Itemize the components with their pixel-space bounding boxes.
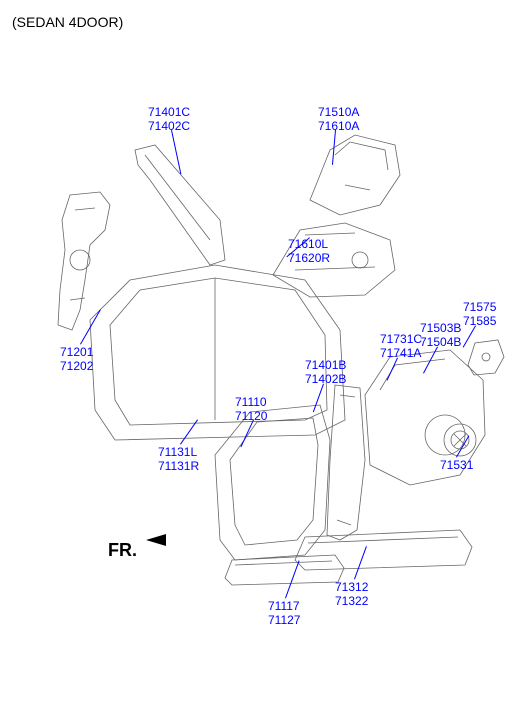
- part-quarter-inner-upper: [300, 130, 410, 220]
- callout-71131l: 71131L 71131R: [158, 445, 199, 474]
- label-text: 71585: [463, 314, 496, 328]
- callout-71401c: 71401C 71402C: [148, 105, 190, 134]
- label-text: 71402C: [148, 119, 190, 133]
- callout-71312: 71312 71322: [335, 580, 368, 609]
- callout-71201: 71201 71202: [60, 345, 93, 374]
- label-text: 71741A: [380, 346, 422, 360]
- callout-71401b: 71401B 71402B: [305, 358, 346, 387]
- part-side-sill-reinf: [220, 550, 350, 590]
- label-text: 71510A: [318, 105, 359, 119]
- label-text: 71504B: [420, 335, 461, 349]
- label-text: 71131L: [158, 445, 199, 459]
- label-text: 71202: [60, 359, 93, 373]
- label-text: 71131R: [158, 459, 199, 473]
- callout-71531: 71531: [440, 458, 473, 472]
- front-direction-label: FR.: [108, 540, 137, 561]
- label-text: 71402B: [305, 372, 346, 386]
- label-text: 71503B: [420, 321, 461, 335]
- variant-title: (SEDAN 4DOOR): [12, 14, 123, 30]
- label-text: 71731C: [380, 332, 422, 346]
- front-arrow-icon: [146, 534, 166, 546]
- label-text: 71531: [440, 458, 473, 472]
- label-text: 71117: [268, 599, 300, 613]
- callout-71117: 71117 71127: [268, 599, 300, 628]
- callout-71610l: 71610L 71620R: [288, 237, 330, 266]
- part-tail-bracket: [460, 335, 510, 380]
- callout-71503b: 71503B 71504B: [420, 321, 461, 350]
- label-text: 71312: [335, 580, 368, 594]
- label-text: 71620R: [288, 251, 330, 265]
- label-text: 71127: [268, 613, 300, 627]
- callout-71110: 71110 71120: [235, 395, 267, 424]
- label-text: 71401B: [305, 358, 346, 372]
- label-text: 71610A: [318, 119, 359, 133]
- label-text: 71201: [60, 345, 93, 359]
- label-text: 71575: [463, 300, 496, 314]
- callout-71510a: 71510A 71610A: [318, 105, 359, 134]
- part-a-pillar-reinf: [130, 140, 230, 270]
- part-fuel-filler-housing: [440, 420, 480, 460]
- label-text: 71322: [335, 594, 368, 608]
- callout-71731c: 71731C 71741A: [380, 332, 422, 361]
- label-text: 71401C: [148, 105, 190, 119]
- callout-71575: 71575 71585: [463, 300, 496, 329]
- label-text: 71110: [235, 395, 267, 409]
